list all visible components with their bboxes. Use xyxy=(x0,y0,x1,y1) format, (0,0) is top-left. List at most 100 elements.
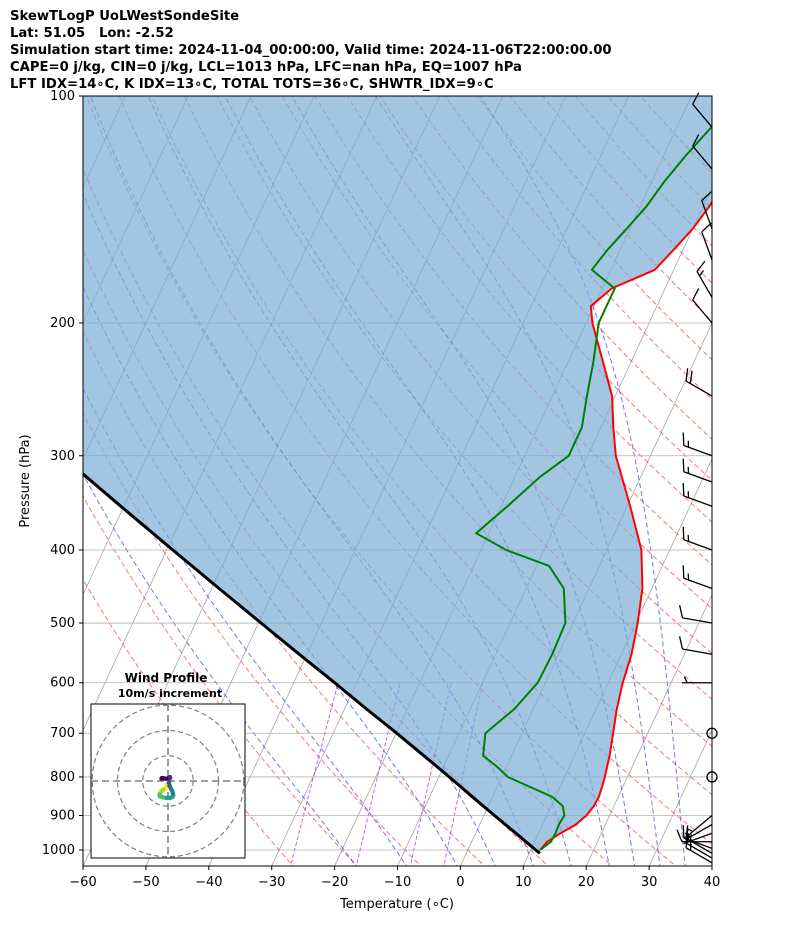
dry-adiabat-line xyxy=(83,412,422,866)
title-line-location: Lat: 51.05 Lon: -2.52 xyxy=(10,26,174,41)
x-tick-label: 10 xyxy=(515,875,532,890)
wind-barb-staff xyxy=(692,145,713,170)
isotherm-line xyxy=(711,865,712,866)
wind-barb-staff xyxy=(683,539,713,551)
wind-barb-staff xyxy=(685,823,713,841)
y-axis-label: Pressure (hPa) xyxy=(18,434,33,527)
wind-barb-half xyxy=(684,832,691,838)
wind-barb-full xyxy=(692,92,700,105)
title-line-station: SkewTLogP UoLWestSondeSite xyxy=(10,9,240,24)
wind-barb xyxy=(685,368,713,397)
wind-barb-half xyxy=(689,834,692,841)
wind-barb-staff xyxy=(683,837,713,849)
y-tick-label: 600 xyxy=(50,676,75,691)
wind-barb-half xyxy=(698,270,704,277)
title-line-cape: CAPE=0 j/kg, CIN=0 j/kg, LCL=1013 hPa, L… xyxy=(10,60,522,75)
wind-barb xyxy=(692,134,713,170)
y-tick-label: 400 xyxy=(50,543,75,558)
wind-barb-half xyxy=(687,440,690,448)
wind-barb-full xyxy=(676,829,683,842)
x-tick-label: 30 xyxy=(641,875,658,890)
wind-barb-staff xyxy=(701,231,713,261)
wind-barb-half xyxy=(687,491,690,498)
isotherm-line xyxy=(774,89,794,869)
wind-barb xyxy=(678,605,713,624)
wind-barb-calm xyxy=(706,727,718,739)
profile-lines xyxy=(83,124,712,855)
wind-barb-staff xyxy=(701,200,713,229)
y-tick-label: 900 xyxy=(50,809,75,824)
wind-barb xyxy=(684,823,713,841)
y-tick-label: 200 xyxy=(50,316,75,331)
wind-barb-staff xyxy=(692,299,713,324)
inset-title: Wind Profile xyxy=(125,671,208,685)
x-tick-label: −40 xyxy=(195,875,222,890)
wind-barb-staff xyxy=(683,577,713,590)
wind-barb xyxy=(686,815,713,836)
y-tick-label: 100 xyxy=(50,89,75,104)
wind-barb xyxy=(682,432,713,457)
wind-barb-staff xyxy=(682,648,713,655)
inset-wind-point xyxy=(164,795,169,801)
wind-barb-half xyxy=(687,573,690,581)
wind-barb-full xyxy=(682,526,685,540)
title-line-times: Simulation start time: 2024-11-04_00:00:… xyxy=(10,43,612,58)
wind-barb-calm xyxy=(706,771,718,783)
wind-barb-full xyxy=(682,482,685,497)
wind-barb-staff xyxy=(682,617,713,624)
wind-barb-full xyxy=(682,565,685,579)
wind-barb-full xyxy=(696,260,706,272)
isotherm-line xyxy=(585,593,712,866)
dewpoint-profile-line xyxy=(474,124,712,851)
wind-barb-full xyxy=(682,458,685,472)
wind-barbs xyxy=(676,92,718,864)
x-tick-label: 20 xyxy=(578,875,595,890)
wind-barb xyxy=(682,565,713,590)
wind-barb xyxy=(692,92,713,128)
wind-barb-full xyxy=(692,134,700,147)
x-tick-label: −50 xyxy=(132,875,159,890)
wind-barb xyxy=(701,191,713,229)
wind-barb-full xyxy=(685,368,689,382)
wind-barb-half xyxy=(686,828,694,833)
chart-title-block: SkewTLogP UoLWestSondeSite Lat: 51.05 Lo… xyxy=(10,8,612,93)
x-tick-label: −10 xyxy=(384,875,411,890)
isotherm-line xyxy=(0,89,3,869)
mixing-ratio-line xyxy=(290,682,339,866)
wind-barb xyxy=(692,288,713,324)
wind-barb-staff xyxy=(696,271,713,298)
wind-barb xyxy=(682,458,713,483)
x-tick-label: 40 xyxy=(704,875,721,890)
y-tick-label: 800 xyxy=(50,770,75,785)
y-tick-label: 300 xyxy=(50,449,75,464)
dry-adiabat-line xyxy=(83,495,358,866)
wind-barb-full xyxy=(682,432,685,446)
title-line-indices: LFT IDX=14∘C, K IDX=13∘C, TOTAL TOTS=36∘… xyxy=(10,77,494,92)
wind-barb-full xyxy=(678,636,684,650)
wind-barb xyxy=(682,526,713,551)
wind-barb-full xyxy=(701,191,712,202)
wind-barb-full xyxy=(689,370,693,384)
wind-barb-full xyxy=(678,605,684,618)
isotherm-line xyxy=(648,729,712,866)
parcel-path-line xyxy=(83,472,541,855)
wind-barb xyxy=(696,260,713,298)
wind-barb-full xyxy=(685,825,689,839)
x-axis-label: Temperature (∘C) xyxy=(339,897,454,912)
inset-wind-point xyxy=(159,776,164,781)
x-tick-label: −30 xyxy=(258,875,285,890)
y-tick-label: 1000 xyxy=(42,843,75,858)
inset-subtitle: 10m/s increment xyxy=(118,687,222,700)
x-tick-label: −60 xyxy=(69,875,96,890)
x-tick-label: −20 xyxy=(321,875,348,890)
wind-barb-staff xyxy=(692,103,713,128)
wind-barb-full xyxy=(692,288,700,301)
x-tick-label: 0 xyxy=(456,875,464,890)
wind-barb-half xyxy=(687,534,690,542)
wind-barb-half xyxy=(683,676,688,683)
cape-fill-area xyxy=(83,96,712,854)
y-tick-label: 500 xyxy=(50,616,75,631)
y-tick-label: 700 xyxy=(50,726,75,741)
